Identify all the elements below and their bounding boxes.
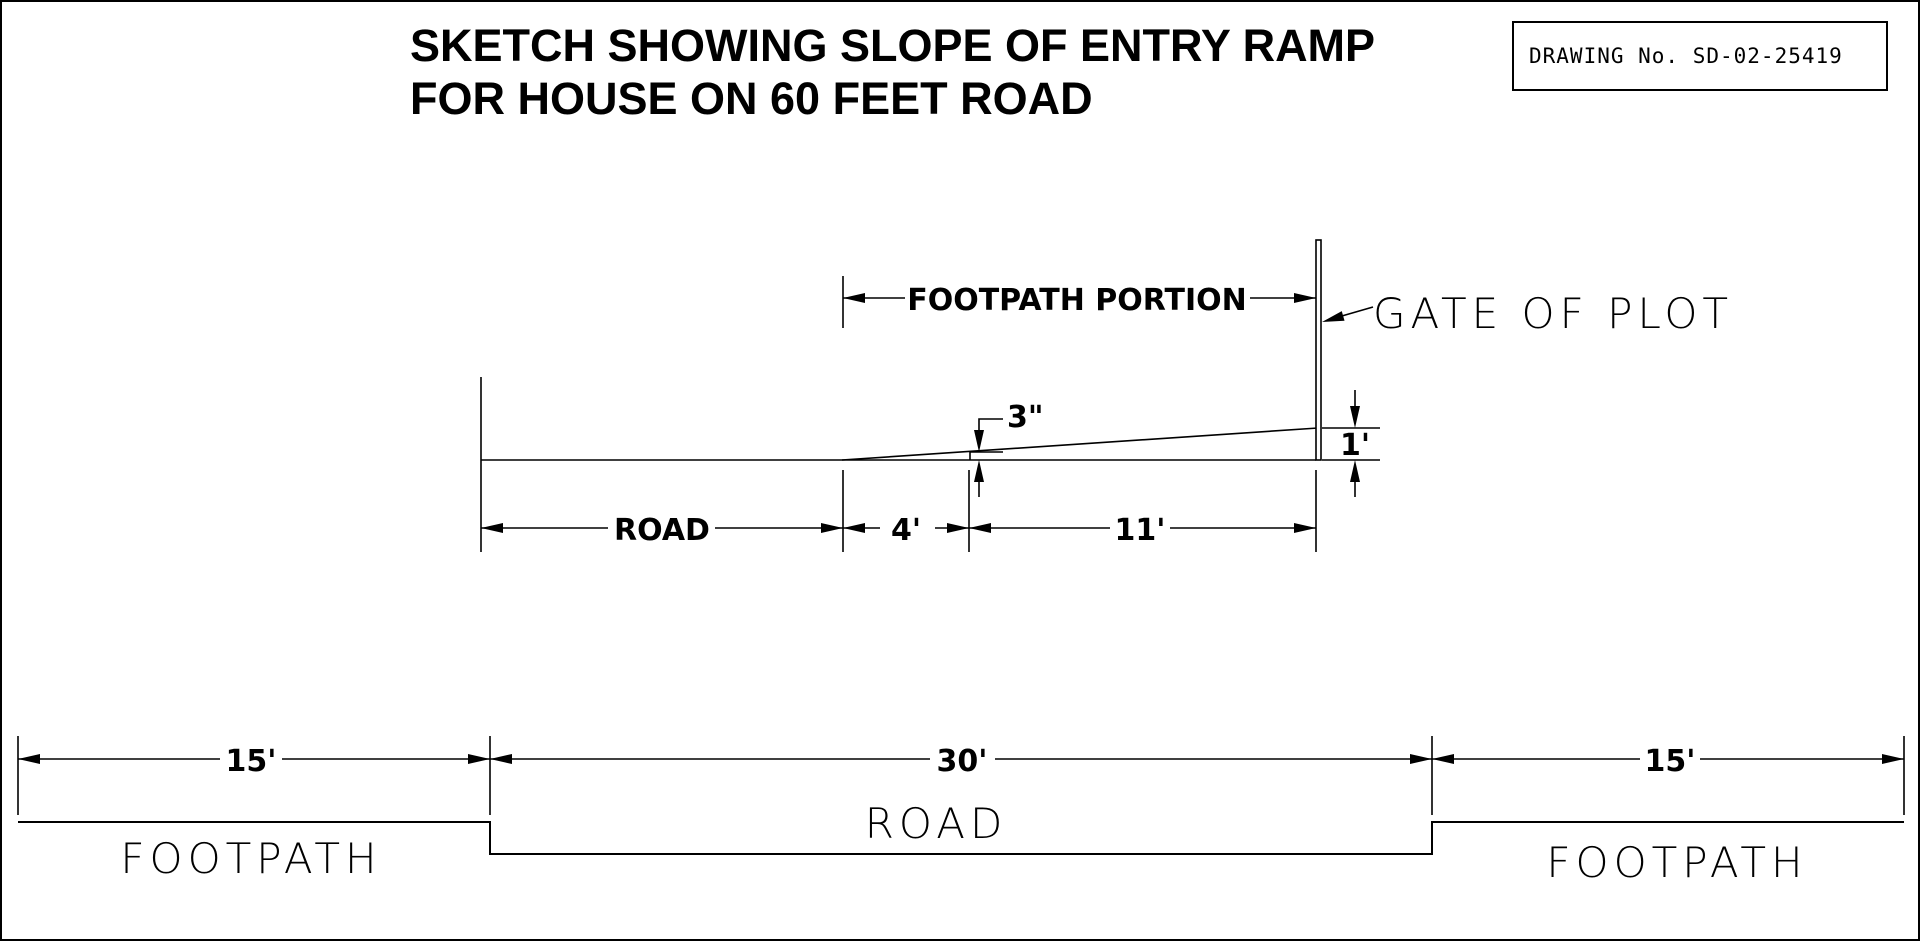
right-footpath-width-label: 15' [1645, 744, 1696, 779]
rise-1-label: 1' [1340, 428, 1370, 463]
footpath-portion-label: FOOTPATH PORTION [907, 283, 1247, 318]
road-width-label: 30' [937, 744, 988, 779]
left-footpath-label: FOOTPATH [120, 834, 381, 883]
span-11-label: 11' [1115, 513, 1166, 548]
drawing-title-line-2: FOR HOUSE ON 60 FEET ROAD [410, 73, 1093, 124]
rise-3-label: 3" [1007, 400, 1044, 435]
right-footpath-label: FOOTPATH [1546, 838, 1807, 887]
drawing-number-box [1512, 21, 1888, 91]
road-cross-section: 15' 30' 15' FOOTPATH ROAD FOOTPATH [17, 736, 1905, 887]
road-profile-line [18, 821, 1904, 855]
ramp-slope-line [841, 427, 1319, 461]
span-4-label: 4' [891, 513, 921, 548]
road-span-label: ROAD [614, 513, 710, 548]
gate-post [1315, 239, 1322, 461]
left-footpath-width-label: 15' [226, 744, 277, 779]
ramp-detail: FOOTPATH PORTION GATE OF PLOT 3" 1' ROAD [480, 239, 1733, 552]
gate-of-plot-label: GATE OF PLOT [1373, 289, 1733, 338]
road-label: ROAD [865, 799, 1008, 848]
drawing-number: DRAWING No. SD-02-25419 [1529, 44, 1843, 68]
drawing-title-line-1: SKETCH SHOWING SLOPE OF ENTRY RAMP [410, 20, 1375, 71]
